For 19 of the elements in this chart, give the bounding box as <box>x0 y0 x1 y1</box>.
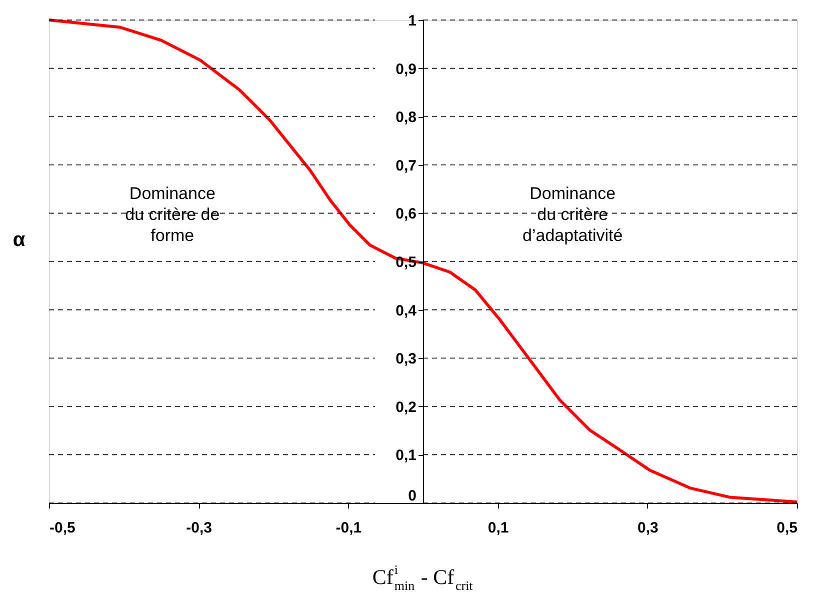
y-tick-label: 0,9 <box>396 60 416 78</box>
y-tick-label: 0,4 <box>396 302 418 320</box>
x-tick-label: -0,5 <box>50 520 76 536</box>
x-tick-label: -0,1 <box>336 520 362 536</box>
x-tick-label: -0,3 <box>186 520 212 536</box>
y-tick-label: 0,6 <box>396 206 416 223</box>
y-tick-label: 0,3 <box>396 350 416 368</box>
x-tick-label: 0,1 <box>488 520 509 536</box>
y-tick-label: 0,8 <box>396 109 416 126</box>
x-tick-label: 0,3 <box>637 520 658 536</box>
annotation: Dominance du critère d’adaptativité <box>522 184 623 245</box>
x-tick-label: 0,5 <box>776 520 798 536</box>
y-tick-label: 0 <box>408 488 416 504</box>
y-axis-title: α <box>12 228 26 251</box>
y-tick-label: 0,7 <box>396 157 416 174</box>
annotation: Dominance du critère de forme <box>125 184 220 245</box>
y-tick-label: 1 <box>408 12 416 30</box>
y-tick-label: 0,2 <box>396 398 416 416</box>
y-tick-label: 0,1 <box>396 447 416 464</box>
